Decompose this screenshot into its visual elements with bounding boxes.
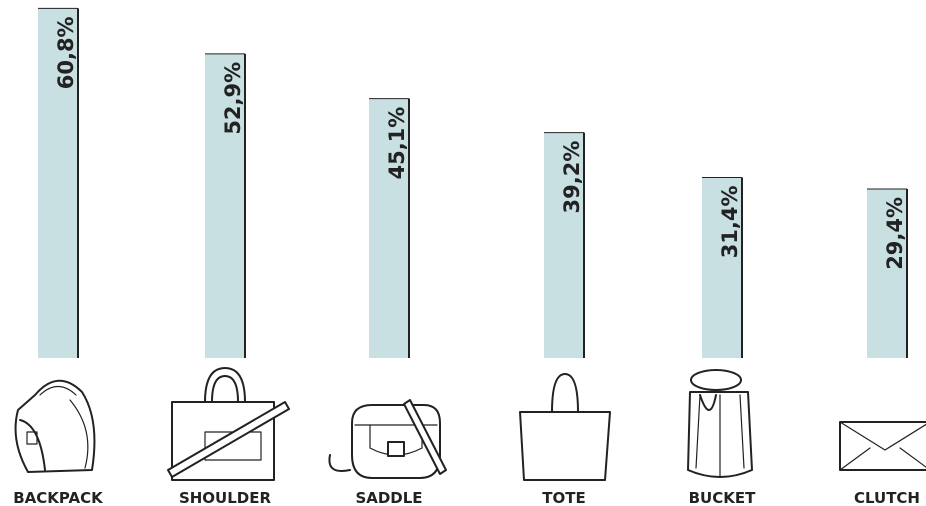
value-label: 52,9%: [221, 62, 245, 135]
value-label: 39,2%: [560, 141, 584, 214]
backpack-icon: [14, 379, 96, 473]
tote-icon: [519, 373, 611, 481]
shoulder-icon: [167, 367, 290, 481]
value-label: 29,4%: [883, 197, 907, 270]
bar: [38, 8, 78, 359]
value-label: 60,8%: [54, 16, 78, 89]
category-label: CLUTCH: [854, 489, 920, 506]
bar: [702, 177, 742, 358]
value-label: 31,4%: [718, 185, 742, 258]
bar: [369, 98, 409, 359]
clutch-icon: [839, 421, 926, 471]
category-label: BUCKET: [689, 489, 756, 506]
bucket-icon: [687, 369, 753, 478]
category-label: TOTE: [542, 489, 585, 506]
bar: [205, 53, 245, 358]
saddle-icon: [328, 399, 447, 479]
category-label: SHOULDER: [179, 489, 272, 506]
bar: [867, 188, 907, 358]
bar: [544, 132, 584, 358]
category-label: BACKPACK: [13, 489, 104, 506]
value-label: 45,1%: [385, 107, 409, 180]
category-label: SADDLE: [355, 489, 422, 506]
